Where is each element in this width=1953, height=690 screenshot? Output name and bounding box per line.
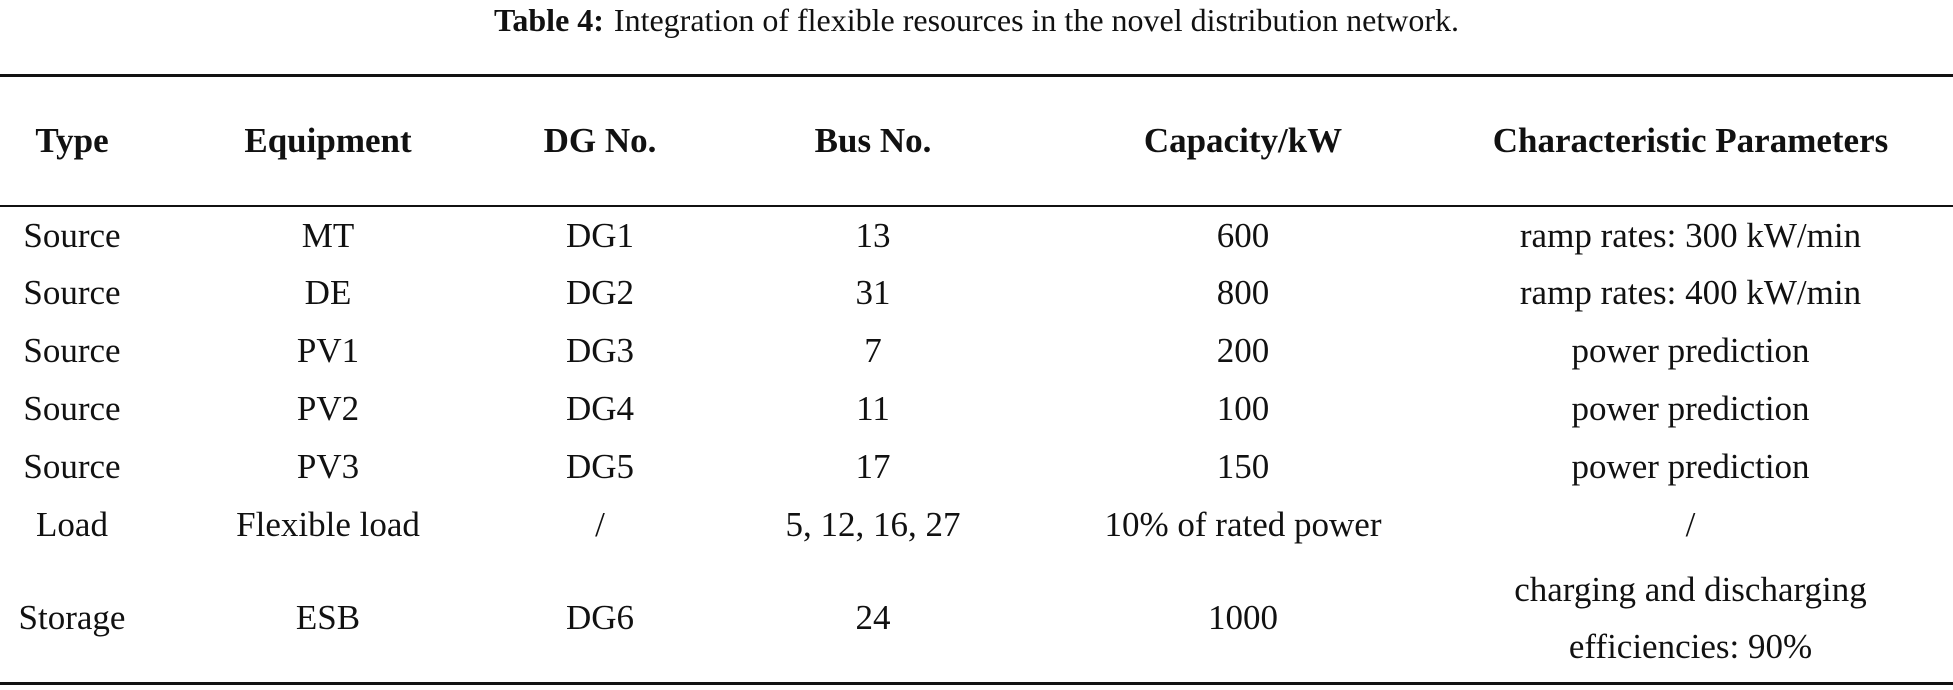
data-table: Type Equipment DG No. Bus No. Capacity/kW Cha… — [0, 74, 1953, 685]
table-row: Source PV1 DG3 7 200 power prediction — [0, 322, 1953, 380]
header-cell: Capacity/kW — [1143, 121, 1343, 161]
table-cell: PV3 — [296, 447, 360, 486]
caption-label: Table 4: — [493, 2, 604, 38]
table-cell: 17 — [855, 447, 891, 486]
caption-text: Integration of flexible resources in the… — [613, 2, 1460, 38]
table-cell: charging and discharging efficiencies: 9… — [1514, 569, 1867, 666]
table-row: Storage ESB DG6 24 1000 charging and discharg… — [0, 554, 1953, 684]
table-row: Load Flexible load / 5, 12, 16, 27 10% of ra… — [0, 496, 1953, 554]
table-body: Source MT DG1 13 600 ramp rates: 300 kW/min So… — [0, 206, 1953, 684]
table-cell: Storage — [18, 598, 126, 638]
table-cell: PV1 — [296, 331, 360, 370]
table-cell: 7 — [864, 331, 882, 370]
table-cell: / — [1685, 505, 1696, 544]
table-cell: DG5 — [565, 447, 635, 486]
table-cell: ramp rates: 300 kW/min — [1519, 215, 1862, 255]
table-cell: DG4 — [565, 389, 635, 428]
table-row: Source PV3 DG5 17 150 power prediction — [0, 438, 1953, 496]
table-cell: power prediction — [1571, 389, 1810, 428]
table-cell: 31 — [855, 273, 891, 312]
table-cell: Load — [36, 505, 108, 544]
table-head: Type Equipment DG No. Bus No. Capacity/kW Cha… — [0, 75, 1953, 206]
table-cell: Source — [23, 215, 121, 255]
table-cell: DG6 — [565, 598, 635, 638]
header-cell: Characteristic Parameters — [1492, 121, 1889, 161]
table-cell: PV2 — [296, 389, 360, 428]
table-cell: 100 — [1216, 389, 1270, 428]
table-cell: Flexible load — [236, 505, 420, 544]
table-cell: DG3 — [565, 331, 635, 370]
table-cell: / — [595, 505, 605, 544]
header-cell: Equipment — [244, 121, 412, 161]
header-cell: DG No. — [543, 121, 657, 161]
table-cell: 11 — [856, 389, 890, 428]
table-cell: 200 — [1216, 331, 1270, 370]
header-cell: Bus No. — [814, 121, 932, 161]
table-cell: Source — [23, 331, 121, 370]
table-cell: power prediction — [1571, 447, 1810, 486]
table-row: Source MT DG1 13 600 ramp rates: 300 kW/min — [0, 206, 1953, 264]
table-cell: ESB — [295, 598, 361, 638]
table-cell: DE — [304, 273, 352, 312]
table-cell: Source — [23, 389, 121, 428]
table-cell: power prediction — [1571, 331, 1810, 370]
header-row: Type Equipment DG No. Bus No. Capacity/kW Cha… — [0, 75, 1953, 206]
header-cell: Type — [35, 121, 109, 161]
table-cell: 800 — [1216, 273, 1270, 312]
table-row: Source PV2 DG4 11 100 power prediction — [0, 380, 1953, 438]
table-row: Source DE DG2 31 800 ramp rates: 400 kW/min — [0, 264, 1953, 322]
table-cell: DG2 — [565, 273, 635, 312]
table-caption: Table 4: Integration of flexible resource… — [0, 0, 1953, 40]
table-cell: Source — [23, 273, 121, 312]
table-cell: 1000 — [1208, 598, 1278, 638]
table-cell: DG1 — [565, 215, 635, 255]
table-cell: 150 — [1216, 447, 1270, 486]
table-cell: Source — [23, 447, 121, 486]
table-cell: 600 — [1216, 215, 1270, 255]
table-cell: 13 — [855, 215, 891, 255]
table-cell: 24 — [855, 598, 891, 638]
table-cell: 5, 12, 16, 27 — [785, 505, 961, 544]
table-cell: 10% of rated power — [1104, 505, 1382, 544]
table-cell: ramp rates: 400 kW/min — [1519, 273, 1862, 312]
table-cell: MT — [301, 215, 355, 255]
